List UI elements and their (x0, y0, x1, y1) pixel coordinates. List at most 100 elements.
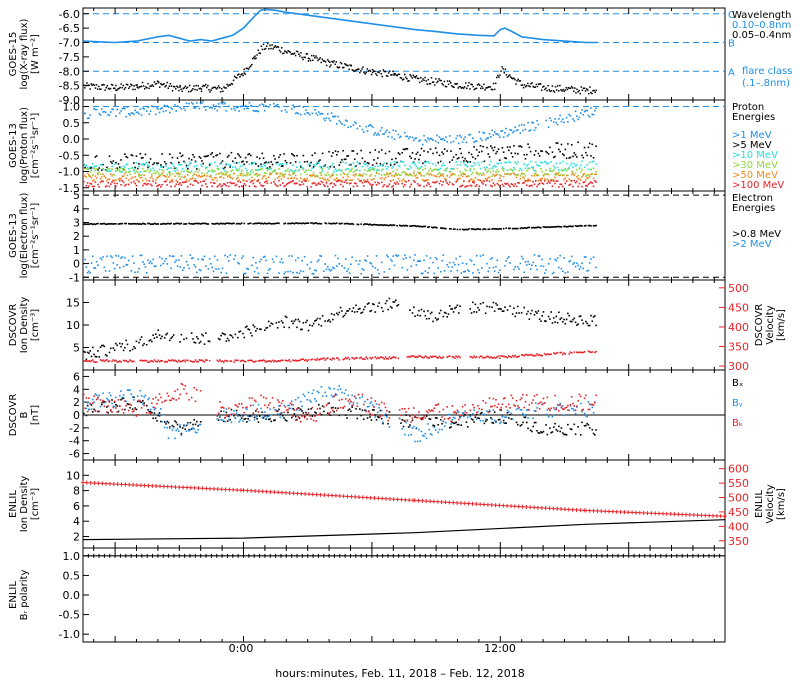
data-point (147, 361, 149, 363)
data-point (455, 355, 457, 358)
data-point (251, 162, 253, 164)
data-point (570, 407, 573, 410)
data-point (443, 139, 446, 142)
data-point (351, 310, 353, 313)
data-point (491, 179, 493, 181)
data-point (112, 160, 115, 162)
data-point (303, 222, 306, 225)
data-point (481, 85, 483, 88)
data-point (510, 129, 513, 131)
data-point (352, 307, 355, 309)
data-point (388, 268, 391, 270)
data-point (438, 78, 440, 80)
data-point (226, 415, 229, 417)
data-point (525, 165, 528, 167)
data-point (400, 224, 402, 227)
data-point (186, 86, 189, 89)
data-point (222, 410, 225, 413)
data-point (165, 223, 167, 225)
data-point (130, 167, 133, 170)
data-point (301, 410, 303, 412)
data-point (464, 82, 467, 84)
data-point (252, 361, 255, 363)
data-point (495, 420, 497, 423)
data-point (154, 360, 157, 363)
data-point (552, 121, 555, 123)
data-point (189, 360, 192, 362)
data-point (565, 318, 568, 321)
data-point (518, 80, 520, 82)
data-point (412, 224, 415, 227)
data-point (266, 182, 269, 185)
data-point (473, 162, 475, 164)
data-point (157, 172, 160, 174)
data-point (520, 226, 523, 229)
data-point (348, 163, 351, 166)
data-point (244, 104, 247, 107)
data-point (478, 185, 481, 188)
data-point (416, 225, 419, 227)
data-point (211, 178, 213, 181)
data-point (307, 329, 310, 332)
data-point (414, 254, 416, 256)
data-point (282, 165, 284, 167)
data-point (175, 110, 178, 112)
data-point (537, 152, 540, 155)
data-point (156, 402, 158, 405)
data-point (225, 110, 228, 112)
data-point (104, 270, 107, 272)
data-point (520, 146, 523, 148)
data-point (135, 408, 138, 411)
data-point (555, 259, 558, 262)
data-point (175, 421, 178, 424)
data-point (189, 428, 192, 431)
data-point (538, 353, 541, 356)
data-point (537, 354, 540, 357)
data-point (253, 178, 256, 181)
data-point (224, 173, 226, 176)
data-point (563, 178, 565, 181)
data-point (271, 359, 274, 362)
data-point (425, 415, 428, 417)
legend-entry: >0.8 MeV (732, 229, 781, 240)
data-point (319, 165, 321, 168)
data-point (588, 161, 591, 164)
data-point (370, 309, 373, 312)
data-point (157, 81, 160, 83)
data-point (488, 356, 491, 359)
data-point (567, 409, 569, 411)
data-point (244, 407, 247, 409)
data-point (255, 173, 257, 175)
data-point (147, 259, 149, 262)
data-point (478, 309, 481, 311)
data-point (387, 357, 389, 360)
data-point (350, 182, 352, 184)
data-point (312, 222, 315, 225)
data-point (130, 270, 133, 272)
data-point (94, 165, 97, 167)
data-point (532, 261, 534, 264)
data-point (369, 262, 371, 264)
data-point (383, 178, 386, 181)
data-point (156, 185, 158, 187)
data-point (404, 171, 406, 174)
data-point (484, 418, 487, 420)
data-point (533, 169, 536, 172)
data-point (131, 396, 134, 398)
data-point (587, 173, 590, 176)
data-point (179, 341, 181, 343)
data-point (572, 318, 574, 321)
data-point (462, 87, 465, 89)
data-point (179, 426, 181, 428)
data-point (89, 88, 91, 90)
data-point (133, 410, 135, 412)
data-point (511, 183, 514, 186)
data-point (169, 153, 171, 155)
data-point (253, 326, 256, 328)
data-point (452, 422, 455, 425)
data-point (518, 124, 520, 127)
data-point (374, 414, 377, 416)
data-point (438, 355, 441, 358)
data-point (172, 334, 175, 336)
data-point (91, 346, 94, 349)
